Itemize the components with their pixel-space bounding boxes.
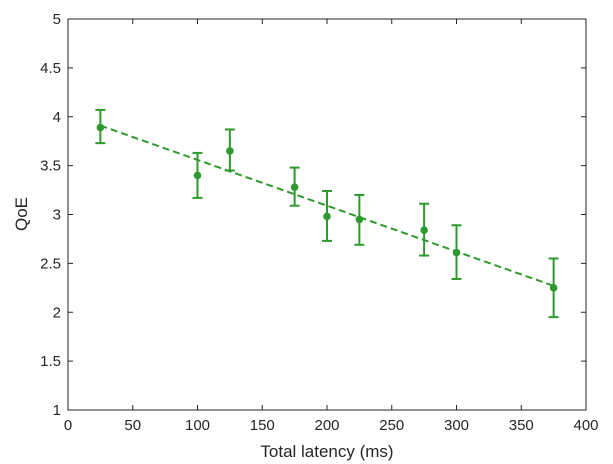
trendline-layer [100,124,554,287]
x-tick-label: 300 [444,417,469,434]
y-tick-label: 3 [53,207,61,224]
y-tick-label: 4 [53,109,61,126]
y-tick-label: 2.5 [40,255,61,272]
data-point [452,248,461,257]
data-point [96,123,105,132]
x-tick-label: 50 [124,417,141,434]
y-tick-label: 1 [53,402,61,419]
y-tick-label: 5 [53,11,61,28]
y-tick-label: 4.5 [40,60,61,77]
x-tick-label: 0 [64,417,72,434]
y-tick-label: 3.5 [40,158,61,175]
x-tick-label: 200 [314,417,339,434]
x-tick-label: 250 [379,417,404,434]
y-tick-label: 1.5 [40,353,61,370]
y-axis-label: QoE [12,197,31,231]
x-axis-label: Total latency (ms) [260,442,393,461]
trendline [100,124,554,287]
data-point [226,147,234,155]
x-axis-ticks: 0 50 100 150 200 250 300 350 400 [64,19,599,434]
x-tick-label: 400 [573,417,598,434]
y-axis-ticks: 1 1.5 2 2.5 3 3.5 4 4.5 5 [40,11,586,419]
data-point-layer [96,123,558,292]
x-tick-label: 100 [185,417,210,434]
data-point [355,215,364,224]
x-tick-label: 350 [509,417,534,434]
data-point [193,171,202,180]
data-point [290,183,299,191]
y-tick-label: 2 [53,304,61,321]
data-point [549,284,558,292]
x-tick-label: 150 [250,417,275,434]
data-point [420,226,428,234]
data-point [323,212,331,221]
